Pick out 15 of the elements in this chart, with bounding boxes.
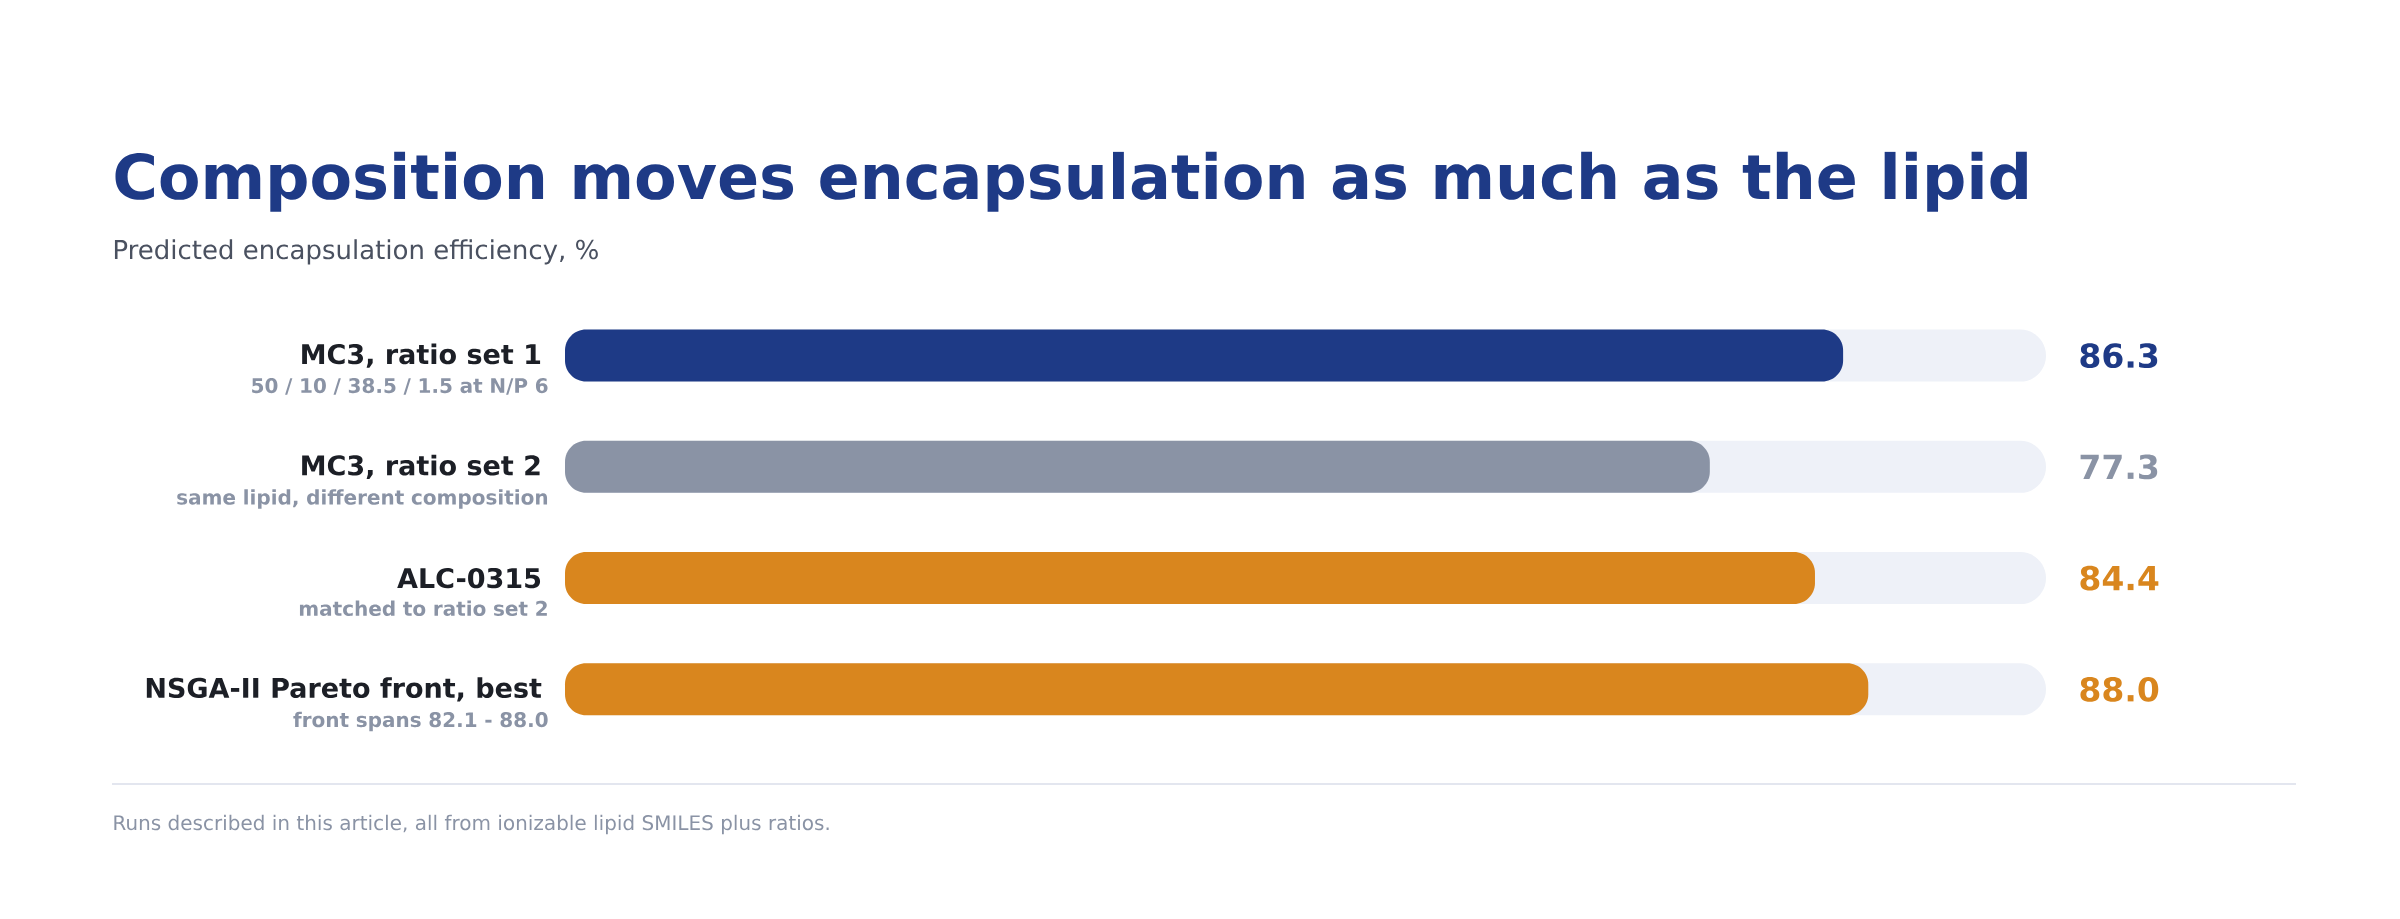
- data-label: 88.0: [2080, 676, 2159, 702]
- text: front spans 82.1 - 88.0: [293, 711, 548, 732]
- data-label: 77.3: [2080, 454, 2158, 480]
- text: same lipid, different composition: [177, 489, 548, 509]
- y-tick-label: ALC-0315: [397, 567, 541, 589]
- data-label: 84.4: [2080, 565, 2159, 591]
- text: Runs described in this article, all from ionizable lipid SMILES plus ratios.: [114, 814, 829, 835]
- y-tick-label: MC3, ratio set 2: [302, 454, 540, 480]
- y-tick-label: MC3, ratio set 1: [302, 343, 541, 368]
- chart-title: Composition moves encapsulation as much as the lipid: [115, 151, 2027, 212]
- text: 50 / 10 / 38.5 / 1.5 at N/P 6: [252, 377, 548, 395]
- text: matched to ratio set 2: [299, 600, 547, 616]
- data-label: 86.3: [2080, 343, 2158, 369]
- text: Predicted encapsulation efficiency, %: [114, 239, 598, 265]
- y-tick-label: NSGA-II Pareto front, best: [146, 677, 542, 702]
